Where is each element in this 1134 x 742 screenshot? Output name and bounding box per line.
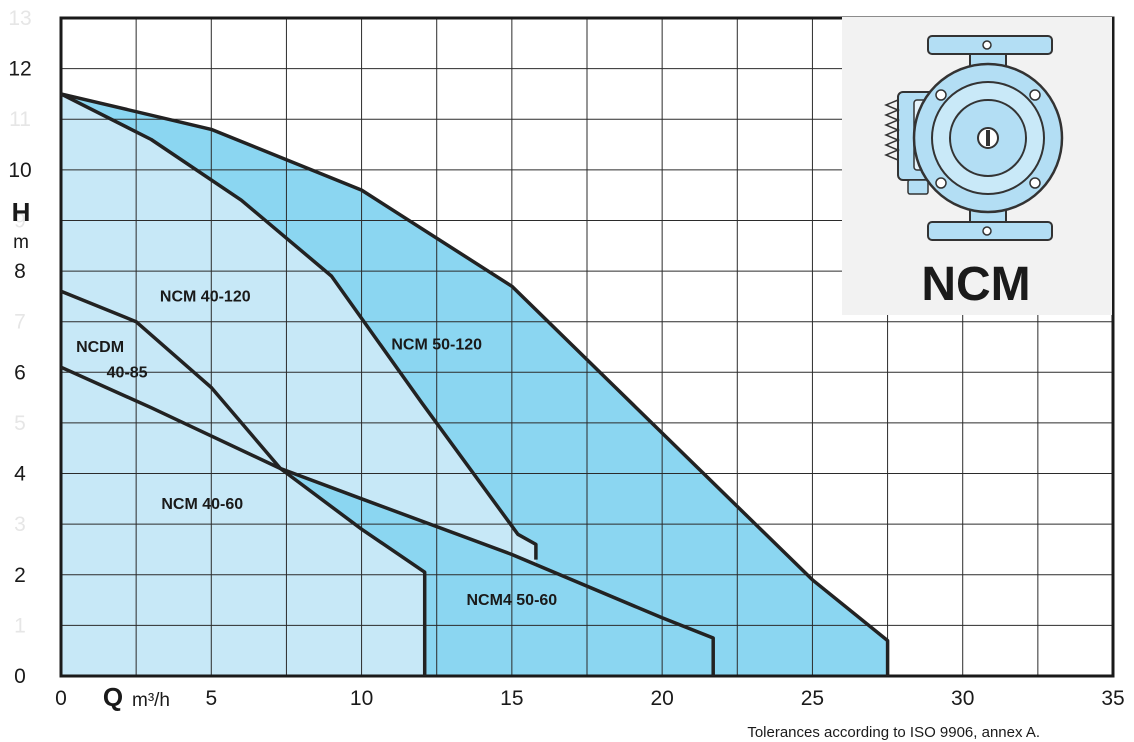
y-tick-label: 10 <box>8 159 31 182</box>
region-ncdm-40-85 <box>61 291 425 676</box>
y-tick-label: 6 <box>14 361 26 384</box>
x-tick-label: 35 <box>1101 687 1124 710</box>
product-image: NCM <box>842 17 1112 315</box>
x-tick-labels: 0 5 10 15 20 25 30 35 <box>55 687 1125 710</box>
y-tick-label: 11 <box>9 108 31 131</box>
y-tick-label: 8 <box>14 260 26 283</box>
x-axis-symbol: Q <box>103 682 123 712</box>
plot-frame <box>59 16 1115 678</box>
y-tick-label: 0 <box>14 665 26 688</box>
series-label-ncm-40-60: NCM 40-60 <box>161 496 243 513</box>
x-axis-unit: m³/h <box>132 690 170 711</box>
y-tick-label: 9 <box>14 209 26 232</box>
y-tick-label: 4 <box>14 463 26 486</box>
product-name: NCM <box>921 258 1030 311</box>
series-label-ncm-50-120: NCM 50-120 <box>391 337 482 354</box>
y-tick-label: 2 <box>14 564 26 587</box>
x-tick-label: 15 <box>500 687 523 710</box>
series-label-ncdm-40-85-line1: NCDM <box>76 339 124 356</box>
y-axis-unit: m <box>13 232 29 253</box>
y-tick-label: 5 <box>14 412 26 435</box>
series-label-ncm4-50-60: NCM4 50-60 <box>467 592 558 609</box>
tolerance-note: Tolerances according to ISO 9906, annex … <box>747 724 1040 741</box>
y-tick-label: 7 <box>14 311 26 334</box>
curve-lines <box>60 92 890 676</box>
x-tick-label: 20 <box>650 687 673 710</box>
series-labels: NCM 40-120 NCM 50-120 NCM 40-60 NCM4 50-60 N… <box>76 288 557 609</box>
y-tick-label: 12 <box>8 58 31 81</box>
x-tick-label: 30 <box>951 687 974 710</box>
x-tick-label: 5 <box>205 687 217 710</box>
y-tick-label: 13 <box>8 7 31 30</box>
y-tick-label: 3 <box>14 513 26 536</box>
x-tick-label: 0 <box>55 687 67 710</box>
y-axis-symbol: H <box>12 197 31 227</box>
x-tick-label: 10 <box>350 687 373 710</box>
curve-ncm-50-120 <box>60 92 890 676</box>
x-tick-label: 25 <box>801 687 824 710</box>
region-ncm4-50-60 <box>280 468 714 676</box>
curve-ncm-40-60 <box>60 365 715 676</box>
region-fills <box>61 93 888 676</box>
series-label-ncdm-40-85-line2: 40-85 <box>107 364 148 381</box>
y-tick-label: 1 <box>14 614 26 637</box>
circulator-pump-icon <box>884 35 1064 241</box>
curve-ncm-40-120 <box>60 92 538 560</box>
series-label-ncm-40-120: NCM 40-120 <box>160 288 251 305</box>
